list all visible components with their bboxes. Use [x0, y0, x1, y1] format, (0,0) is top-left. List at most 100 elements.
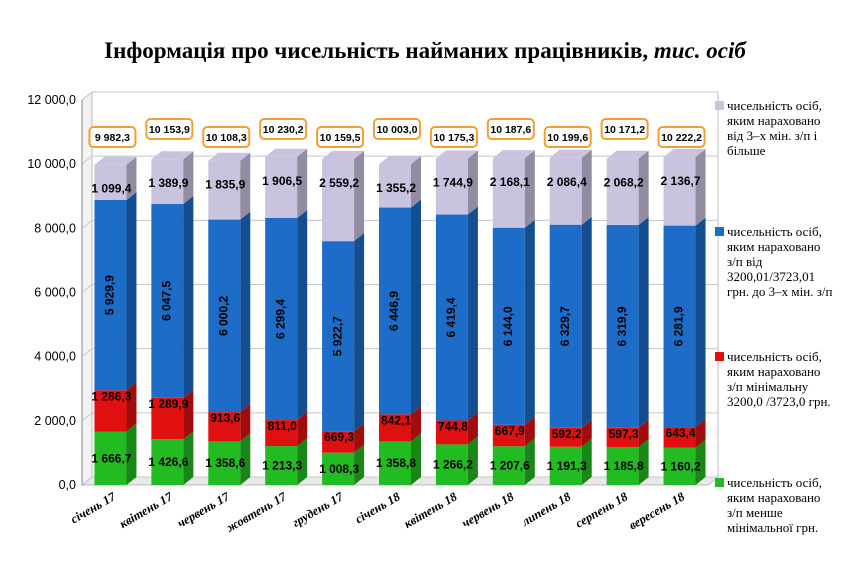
legend-entry: чисельність осіб, яким нараховано від 3–х …	[727, 98, 822, 158]
total-callout-box	[600, 118, 649, 140]
total-label: 10 159,5	[320, 132, 361, 144]
bar-top	[435, 150, 478, 159]
bar-segment	[606, 427, 639, 447]
bar-segment	[549, 446, 582, 485]
legend-entry-line: з/п менше	[727, 505, 783, 520]
x-category-label: квітень 18	[402, 489, 461, 531]
bar-segment-side	[524, 438, 535, 485]
data-label: 1 286,3	[91, 389, 131, 403]
legend-entry-line: грн. до 3–х мін. з/п	[727, 284, 833, 299]
total-label: 10 171,2	[604, 124, 645, 136]
legend-swatch	[715, 101, 724, 110]
bar-segment	[94, 390, 127, 432]
bar-segment	[435, 420, 468, 445]
legend-swatch	[715, 352, 724, 361]
total-callout-box	[543, 126, 592, 148]
bar-segment-side	[467, 436, 478, 485]
bar-segment-side	[524, 150, 535, 228]
data-label: 5 929,9	[103, 275, 117, 315]
bar-segment	[492, 227, 525, 425]
legend-entry-line: чисельність осіб,	[727, 475, 822, 490]
data-label: 1 835,9	[205, 178, 245, 192]
bar-top	[549, 149, 592, 158]
data-label: 667,9	[495, 424, 525, 438]
bar-segment	[94, 164, 127, 201]
data-label: 2 086,4	[547, 175, 587, 189]
bar-segment-side	[183, 195, 194, 398]
bar-segment-side	[354, 151, 365, 242]
total-label: 10 108,3	[206, 132, 247, 144]
data-label: 1 666,7	[91, 451, 131, 465]
bar-segment-side	[524, 219, 535, 425]
bar-segment-side	[183, 431, 194, 485]
bar-segment-side	[638, 419, 649, 447]
legend-entry: чисельність осіб, яким нараховано з/п менш…	[727, 475, 822, 535]
y-tick-label: 4 000,0	[34, 350, 76, 364]
bar-segment	[208, 160, 241, 220]
bar-segment-side	[411, 156, 421, 208]
chart-title-main: Інформація про чисельність найманих прац…	[104, 38, 649, 63]
total-callout-box	[657, 126, 706, 148]
data-label: 1 207,6	[490, 459, 530, 473]
bar-segment-side	[695, 149, 706, 226]
bar-segment	[606, 158, 639, 226]
bar-segment	[322, 431, 355, 453]
bar-top	[663, 149, 706, 158]
y-tick-label: 12 000,0	[27, 93, 76, 107]
bar-segment-side	[240, 433, 251, 485]
data-label: 6 419,4	[444, 297, 458, 337]
bar-segment	[435, 158, 468, 215]
bar-top	[151, 151, 194, 160]
bar-segment-side	[354, 444, 365, 485]
data-label: 2 068,2	[604, 176, 644, 190]
y-tick-label: 8 000,0	[34, 221, 76, 235]
x-category-label: липень 18	[518, 489, 573, 529]
data-label: 1 358,6	[205, 456, 245, 470]
legend-entry: чисельність осіб, яким нараховано з/п міні…	[727, 349, 831, 409]
bar-segment-side	[695, 439, 706, 485]
bar-top	[322, 151, 365, 160]
bar-segment-side	[638, 438, 649, 485]
data-label: 1 191,3	[547, 459, 587, 473]
data-label: 1 213,3	[262, 459, 302, 473]
data-label: 2 559,2	[319, 176, 359, 190]
data-label: 6 000,2	[216, 296, 230, 336]
bar-segment	[549, 427, 582, 447]
total-label: 10 003,0	[377, 124, 418, 136]
bar-segment	[663, 157, 696, 226]
data-label: 1 099,4	[91, 182, 131, 196]
total-callout-box	[373, 118, 421, 140]
bar-segment-side	[638, 217, 649, 428]
data-label: 669,3	[324, 430, 354, 444]
y-tick-label: 6 000,0	[34, 286, 76, 300]
bar-segment-side	[126, 423, 137, 485]
total-label: 10 222,2	[661, 132, 702, 144]
data-label: 6 281,9	[672, 306, 686, 346]
bar-segment	[265, 420, 298, 447]
bar-segment	[549, 224, 582, 428]
bar-segment	[379, 414, 411, 442]
bar-segment-side	[240, 404, 251, 442]
x-category-label: вересень 18	[627, 489, 688, 532]
total-callout-box	[145, 118, 194, 140]
bar-segment-side	[297, 412, 308, 447]
bar-segment	[663, 447, 696, 485]
total-label: 10 199,6	[547, 132, 588, 144]
legend-entry-line: від 3–х мін. з/п і	[727, 128, 818, 143]
data-label: 2 136,7	[661, 174, 701, 188]
bar-segment-side	[467, 206, 478, 421]
bar-segment	[265, 217, 298, 421]
legend-entry-line: яким нараховано	[727, 239, 821, 254]
x-category-label: січень 17	[68, 489, 118, 526]
bar-segment	[435, 444, 468, 485]
legend-entry-line: з/п від	[727, 254, 763, 269]
legend-entry-line: яким нараховано	[727, 364, 821, 379]
bar-segment	[663, 427, 696, 448]
bar-segment-side	[581, 438, 592, 485]
data-label: 6 446,9	[387, 291, 401, 331]
bar-segment-side	[354, 423, 365, 453]
bar-segment-side	[638, 150, 649, 226]
legend-entry: чисельність осіб, яким нараховано з/п від 3…	[727, 224, 832, 299]
bar-segment-side	[126, 156, 137, 201]
